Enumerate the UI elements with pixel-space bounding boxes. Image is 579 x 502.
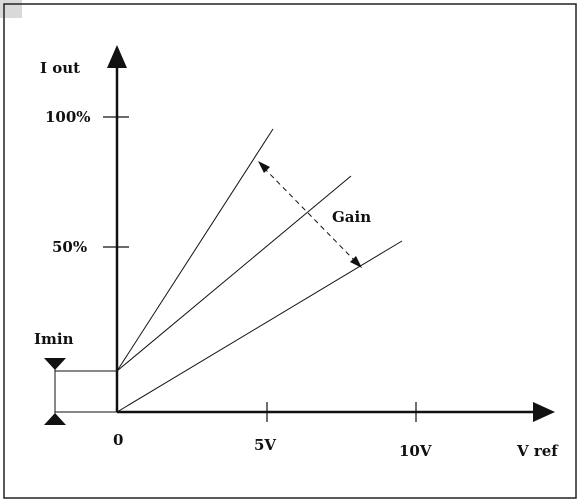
- gain-dashed-arrow: [263, 167, 356, 262]
- x-axis-arrow: [533, 402, 555, 422]
- imin-top-triangle: [44, 358, 66, 370]
- diagram-frame: [3, 3, 577, 499]
- y-axis-label: I out: [40, 59, 80, 77]
- low-gain-line: [116, 240, 403, 413]
- x-axis-label: V ref: [516, 442, 559, 460]
- y-axis-arrow: [107, 45, 127, 68]
- y-tick-label-100: 100%: [45, 108, 91, 126]
- x-tick-label-0: 0: [113, 431, 123, 449]
- imin-label: Imin: [34, 330, 74, 348]
- gain-arrowhead-bottom: [350, 256, 362, 268]
- gain-arrowhead-top: [258, 161, 270, 173]
- gain-label: Gain: [332, 208, 371, 226]
- mid-gain-line: [116, 175, 352, 372]
- steep-gain-line: [116, 128, 274, 372]
- y-tick-label-50: 50%: [52, 238, 87, 256]
- imin-bottom-triangle: [44, 413, 66, 425]
- x-tick-label-10v: 10V: [399, 442, 432, 460]
- x-tick-label-5v: 5V: [254, 436, 276, 454]
